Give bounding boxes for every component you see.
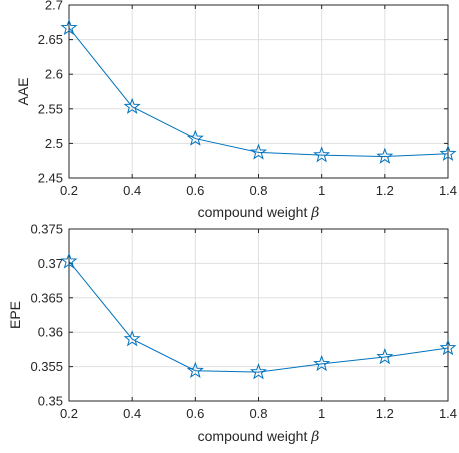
- aae-data-point: [123, 97, 141, 114]
- epe-x-tick-label: 1: [318, 406, 325, 421]
- epe-x-tick-label: 1.2: [376, 406, 394, 421]
- epe-y-tick-label: 0.37: [38, 256, 63, 271]
- aae-x-tick-label: 0.4: [123, 183, 141, 198]
- epe-y-tick-label: 0.355: [30, 359, 63, 374]
- epe-chart: 0.2 0.4 0.6 0.8 1 1.2 1.4 0.35 0.355 0.36 0.365 0.3…: [7, 222, 457, 446]
- epe-series-line: [68, 261, 449, 373]
- aae-x-tick-label: 0.2: [60, 183, 78, 198]
- aae-data-point: [249, 143, 268, 160]
- epe-data-point: [313, 354, 331, 372]
- epe-y-tick-label: 0.375: [30, 222, 63, 237]
- aae-data-point: [186, 129, 204, 146]
- epe-x-tick-label: 1.4: [439, 406, 457, 421]
- aae-x-tick-label: 1: [318, 183, 325, 198]
- epe-data-point: [249, 363, 268, 380]
- aae-x-tick-label: 1.2: [376, 183, 394, 198]
- epe-x-axis-label-symbol: β: [310, 429, 319, 445]
- aae-x-tick-label: 0.6: [186, 183, 204, 198]
- aae-y-tick-label: 2.45: [38, 171, 63, 186]
- epe-x-axis-label-text: compound weight: [198, 428, 312, 444]
- aae-data-point: [376, 147, 394, 164]
- aae-y-tick-label: 2.65: [38, 32, 63, 47]
- aae-data-point: [60, 18, 78, 36]
- epe-x-axis-label: compound weight β: [198, 428, 320, 445]
- epe-y-axis-label: EPE: [7, 301, 23, 329]
- aae-data-point: [313, 146, 331, 163]
- epe-x-tick-label: 0.4: [123, 406, 141, 421]
- epe-x-tick-label: 0.2: [60, 406, 78, 421]
- aae-y-axis-label: AAE: [15, 77, 31, 105]
- aae-y-tick-label: 2.7: [45, 0, 63, 13]
- epe-data-point: [123, 330, 141, 347]
- epe-data-point: [376, 348, 394, 365]
- epe-data-point: [439, 339, 457, 356]
- epe-x-tick-label: 0.6: [186, 406, 204, 421]
- aae-x-axis-label-text: compound weight: [198, 204, 312, 220]
- aae-x-axis-label-symbol: β: [310, 205, 319, 221]
- aae-x-tick-label: 0.8: [249, 183, 267, 198]
- aae-y-tick-label: 2.6: [45, 67, 63, 82]
- epe-y-tick-label: 0.35: [38, 394, 63, 409]
- aae-y-tick-label: 2.55: [38, 101, 63, 116]
- epe-data-point: [186, 361, 204, 378]
- epe-x-tick-label: 0.8: [249, 406, 267, 421]
- aae-data-point: [439, 144, 457, 162]
- epe-y-tick-label: 0.36: [38, 325, 63, 340]
- aae-series-line: [68, 27, 449, 158]
- epe-y-tick-label: 0.365: [30, 290, 63, 305]
- aae-chart: 0.2 0.4 0.6 0.8 1 1.2 1.4 2.45 2.5 2.55 2.6 2.65 2.7…: [15, 0, 457, 221]
- aae-x-axis-label: compound weight β: [198, 204, 320, 221]
- aae-x-tick-label: 1.4: [439, 183, 457, 198]
- aae-y-tick-label: 2.5: [45, 136, 63, 151]
- epe-data-point: [60, 252, 78, 269]
